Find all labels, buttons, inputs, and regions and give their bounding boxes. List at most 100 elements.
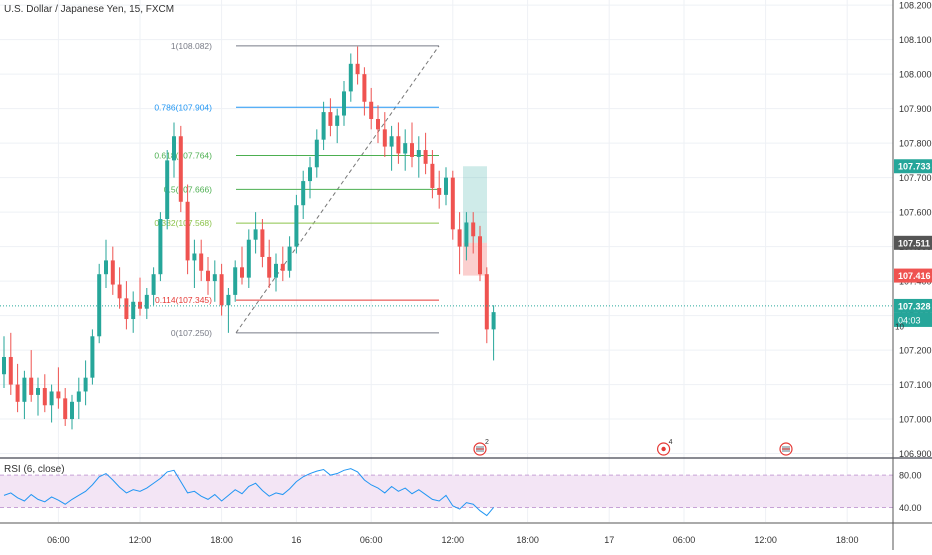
candle-body xyxy=(199,253,204,271)
candle-body xyxy=(151,274,156,295)
candle-body xyxy=(280,263,285,271)
price-label-107416-bg xyxy=(894,268,932,283)
candle-body xyxy=(328,112,333,126)
candle-body xyxy=(219,274,224,306)
price-label-107511-bg xyxy=(894,235,932,250)
price-tick-label: 107.200 xyxy=(899,346,932,356)
price-tick-label: 108.000 xyxy=(899,70,932,80)
price-tick-label: 108.100 xyxy=(899,35,932,45)
time-tick-label: 06:00 xyxy=(360,535,383,545)
candle-body xyxy=(369,101,374,119)
candle-body xyxy=(362,74,367,102)
time-tick-label: 18:00 xyxy=(210,535,233,545)
price-label-current: 107.328 xyxy=(898,301,931,311)
rsi-pane xyxy=(0,468,893,517)
position-loss-zone xyxy=(463,242,487,276)
candle-body xyxy=(348,63,353,92)
candle-body xyxy=(117,284,122,299)
price-tick-label: 107.900 xyxy=(899,104,932,114)
partial-tick-label: 10 xyxy=(895,322,904,331)
candle-body xyxy=(206,270,210,282)
candle-body xyxy=(192,253,197,261)
price-label-107733: 107.733 xyxy=(898,162,931,172)
candle-body xyxy=(233,267,238,295)
fib-level-label: 0.114(107.345) xyxy=(155,295,212,305)
candle-body xyxy=(471,222,476,237)
price-tick-label: 106.900 xyxy=(899,449,932,459)
fib-level-label: 0.618(107.764) xyxy=(154,151,212,161)
time-tick-label: 06:00 xyxy=(673,535,696,545)
candle-body xyxy=(97,274,102,337)
rsi-tick-label: 40.00 xyxy=(899,503,922,513)
candle-body xyxy=(382,129,387,147)
candle-body xyxy=(240,267,244,278)
fib-retracement[interactable]: 1(108.082) 0.786(107.904) 0.618(107.764) 0.… xyxy=(154,41,487,338)
countdown-bg xyxy=(894,312,932,327)
candle-body xyxy=(36,388,40,395)
candle-body xyxy=(8,356,13,385)
event-badge: 4 xyxy=(669,439,673,446)
time-tick-label: 12:00 xyxy=(442,535,465,545)
countdown-label: 04:03 xyxy=(898,315,921,325)
fib-level-label: 1(108.082) xyxy=(171,41,212,51)
candle-body xyxy=(294,205,299,247)
price-tick-label: 107.800 xyxy=(899,139,932,149)
event-dot-core xyxy=(661,446,666,452)
candle-body xyxy=(342,91,346,116)
candle-body xyxy=(308,167,312,182)
candle-body xyxy=(185,201,190,261)
candle-body xyxy=(410,143,414,157)
candle-body xyxy=(212,274,217,282)
candle-body xyxy=(83,377,88,392)
time-tick-label: 17 xyxy=(604,535,614,545)
candle-body xyxy=(90,336,95,378)
candle-body xyxy=(355,63,360,75)
candle-body xyxy=(274,263,278,278)
candle-body xyxy=(484,274,489,330)
candle-body xyxy=(70,401,74,420)
candle-body xyxy=(396,136,401,154)
candle-body xyxy=(253,229,258,240)
candle-body xyxy=(104,260,108,275)
candle-body xyxy=(389,136,394,147)
price-tick-label: 108.200 xyxy=(899,1,932,11)
candle-body xyxy=(49,391,54,406)
time-tick-label: 16 xyxy=(291,535,301,545)
candle-body xyxy=(29,377,34,395)
rsi-band xyxy=(0,475,893,508)
price-label-107416: 107.416 xyxy=(898,271,931,281)
candle-body xyxy=(430,163,435,188)
rsi-title: RSI (6, close) xyxy=(4,464,65,475)
candle-body xyxy=(2,356,6,375)
price-label-current-bg xyxy=(894,298,932,313)
candle-body xyxy=(335,115,340,126)
fib-level-label: 0.382(107.568) xyxy=(154,218,212,228)
candle-body xyxy=(15,384,20,402)
candle-body xyxy=(478,236,482,275)
candle-body xyxy=(464,222,469,247)
time-tick-label: 12:00 xyxy=(754,535,777,545)
candle-body xyxy=(314,139,319,168)
fib-level-label: 0(107.250) xyxy=(171,328,212,338)
chart-title: U.S. Dollar / Japanese Yen, 15, FXCM xyxy=(4,4,175,15)
candle-body xyxy=(144,294,149,309)
candle-body xyxy=(450,177,455,230)
time-tick-label: 18:00 xyxy=(516,535,539,545)
candle-body xyxy=(110,260,115,285)
candle-body xyxy=(138,301,142,309)
candle-body xyxy=(403,143,408,154)
candle-body xyxy=(457,229,462,247)
price-label-107733-bg xyxy=(894,159,932,174)
fib-level-label: 0.786(107.904) xyxy=(154,102,212,112)
candle-body xyxy=(76,391,81,402)
price-label-107511: 107.511 xyxy=(898,238,930,248)
candle-body xyxy=(178,136,183,202)
candle-body xyxy=(423,150,428,164)
grid xyxy=(0,0,893,522)
time-tick-label: 06:00 xyxy=(47,535,70,545)
time-tick-label: 12:00 xyxy=(129,535,152,545)
candle-body xyxy=(376,118,380,130)
candle-body xyxy=(246,239,251,278)
